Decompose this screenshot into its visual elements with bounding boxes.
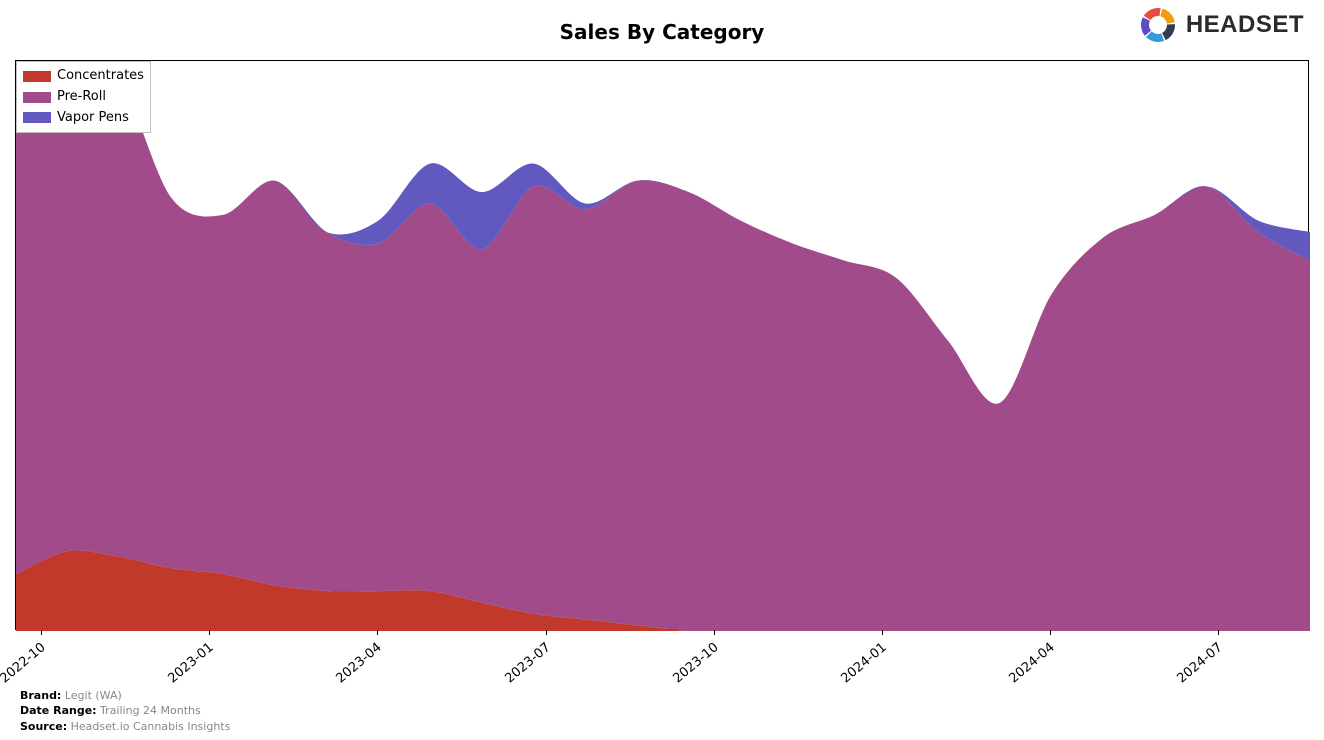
headset-logo-text: HEADSET [1186,11,1304,39]
legend-item-pre_roll: Pre-Roll [23,87,144,108]
x-tick-mark [714,630,715,635]
legend-swatch-vapor_pens [23,112,51,123]
x-tick-mark [546,630,547,635]
footer-label-1: Date Range: [20,704,97,717]
footer-line-0: Brand: Legit (WA) [20,688,230,703]
footer-value-1: Trailing 24 Months [97,704,201,717]
x-tick-mark [1218,630,1219,635]
x-tick-label: 2023-07 [502,640,553,686]
x-tick-label: 2024-01 [838,640,889,686]
footer-line-2: Source: Headset.io Cannabis Insights [20,719,230,734]
legend-swatch-pre_roll [23,92,51,103]
x-tick-mark [1050,630,1051,635]
x-tick-mark [882,630,883,635]
x-tick-mark [209,630,210,635]
legend-label-concentrates: Concentrates [57,66,144,87]
legend-label-vapor_pens: Vapor Pens [57,108,129,129]
legend-item-vapor_pens: Vapor Pens [23,108,144,129]
footer-label-2: Source: [20,720,67,733]
chart-title: Sales By Category [0,20,1324,44]
legend-item-concentrates: Concentrates [23,66,144,87]
footer-value-2: Headset.io Cannabis Insights [67,720,230,733]
chart-title-text: Sales By Category [560,20,765,44]
x-tick-mark [41,630,42,635]
chart-footer: Brand: Legit (WA)Date Range: Trailing 24… [20,688,230,734]
headset-logo-icon [1138,5,1178,45]
footer-label-0: Brand: [20,689,61,702]
headset-logo: HEADSET [1138,5,1304,45]
chart-plot-area: ConcentratesPre-RollVapor Pens [15,60,1309,630]
x-tick-label: 2023-01 [165,640,216,686]
footer-line-1: Date Range: Trailing 24 Months [20,703,230,718]
x-tick-label: 2023-10 [670,640,721,686]
stacked-area-chart [16,61,1310,631]
area-series-pre_roll [16,61,1310,631]
legend-label-pre_roll: Pre-Roll [57,87,106,108]
x-tick-mark [377,630,378,635]
x-tick-label: 2022-10 [0,640,49,686]
footer-value-0: Legit (WA) [61,689,121,702]
x-tick-label: 2023-04 [334,640,385,686]
x-tick-label: 2024-07 [1175,640,1226,686]
chart-legend: ConcentratesPre-RollVapor Pens [16,61,151,133]
legend-swatch-concentrates [23,71,51,82]
x-tick-label: 2024-04 [1007,640,1058,686]
